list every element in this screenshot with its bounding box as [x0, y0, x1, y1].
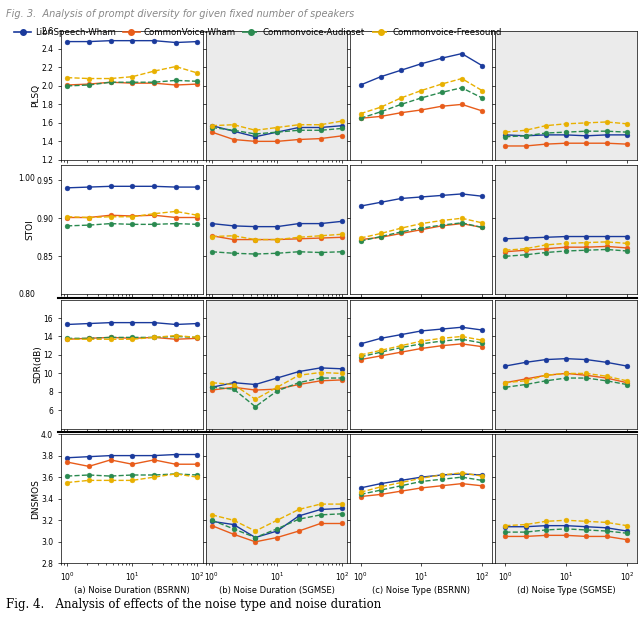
Text: 0.80: 0.80: [19, 290, 35, 299]
Legend: LibriSpeech-Wham, CommonVoice-Wham, Commonvoice-Audioset, Commonvoice-Freesound: LibriSpeech-Wham, CommonVoice-Wham, Comm…: [11, 25, 506, 41]
Y-axis label: DNSMOS: DNSMOS: [31, 479, 40, 518]
Y-axis label: STOI: STOI: [26, 219, 35, 240]
Y-axis label: PLSQ: PLSQ: [31, 84, 40, 107]
Y-axis label: SDR(dB): SDR(dB): [33, 346, 42, 383]
Text: Fig. 4.   Analysis of effects of the noise type and noise duration: Fig. 4. Analysis of effects of the noise…: [6, 598, 381, 611]
X-axis label: (a) Noise Duration (BSRNN): (a) Noise Duration (BSRNN): [74, 586, 189, 595]
X-axis label: (b) Noise Duration (SGMSE): (b) Noise Duration (SGMSE): [218, 586, 335, 595]
Text: Fig. 3.  Analysis of prompt diversity for given fixed number of speakers: Fig. 3. Analysis of prompt diversity for…: [6, 9, 355, 20]
X-axis label: (d) Noise Type (SGMSE): (d) Noise Type (SGMSE): [516, 586, 616, 595]
X-axis label: (c) Noise Type (BSRNN): (c) Noise Type (BSRNN): [372, 586, 470, 595]
Text: 1.00: 1.00: [19, 174, 35, 183]
